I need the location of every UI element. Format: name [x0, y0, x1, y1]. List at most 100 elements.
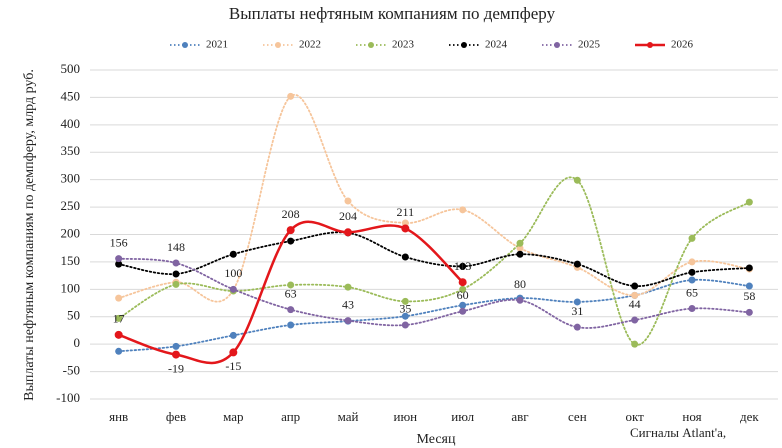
data-label: -19 [168, 361, 184, 375]
data-label: 44 [629, 297, 641, 311]
y-tick-label: 50 [67, 308, 80, 323]
data-point [573, 323, 581, 331]
data-point [631, 282, 639, 290]
data-point [745, 264, 753, 272]
x-tick-label: дек [740, 409, 759, 424]
x-tick-label: апр [281, 409, 300, 424]
y-tick-label: 200 [61, 225, 81, 240]
data-label: 35 [399, 302, 411, 316]
data-point [287, 306, 295, 314]
legend-marker [554, 42, 560, 48]
data-point [287, 92, 295, 100]
data-label: 204 [339, 209, 357, 223]
x-tick-label: июн [394, 409, 418, 424]
data-point [688, 258, 696, 266]
data-point [172, 259, 180, 267]
data-point [172, 270, 180, 278]
data-label: 208 [282, 207, 300, 221]
data-point [344, 283, 352, 291]
data-point [516, 239, 524, 247]
y-tick-label: 0 [74, 335, 81, 350]
y-tick-label: 250 [61, 198, 81, 213]
x-tick-label: сен [568, 409, 587, 424]
data-point [172, 342, 180, 350]
series-line [117, 257, 751, 329]
data-point [287, 237, 295, 245]
data-point [631, 291, 639, 299]
x-tick-label: янв [109, 409, 128, 424]
y-tick-label: 150 [61, 253, 81, 268]
legend-label: 2026 [671, 39, 694, 51]
x-tick-label: авг [511, 409, 528, 424]
data-point [459, 307, 467, 315]
data-label: 60 [457, 288, 469, 302]
data-point [516, 250, 524, 258]
data-label: 211 [397, 205, 415, 219]
data-point [172, 350, 180, 359]
legend-label: 2025 [578, 39, 601, 51]
y-tick-label: 100 [61, 280, 81, 295]
data-point [459, 301, 467, 309]
legend-marker [461, 42, 467, 48]
data-label: 17 [113, 312, 125, 326]
data-point [344, 228, 352, 237]
data-label: 148 [167, 240, 185, 254]
series-line [117, 231, 751, 287]
y-axis-label: Выплаты нефтяным компаниям по демпферу, … [22, 69, 37, 401]
data-point [516, 296, 524, 304]
data-point [745, 308, 753, 316]
data-label: 113 [454, 259, 472, 273]
y-tick-label: 350 [61, 143, 81, 158]
x-tick-label: фев [166, 409, 186, 424]
data-point [344, 317, 352, 325]
data-point [115, 294, 123, 302]
series-line [117, 93, 751, 303]
data-point [286, 226, 295, 235]
legend-marker [368, 42, 374, 48]
x-tick-label: окт [626, 409, 645, 424]
data-point [344, 197, 352, 205]
data-label: 100 [224, 266, 242, 280]
y-tick-label: 300 [61, 171, 81, 186]
y-tick-label: -50 [63, 363, 80, 378]
data-label: 43 [342, 297, 354, 311]
data-point [401, 297, 409, 305]
data-point [115, 347, 123, 355]
data-point [458, 278, 467, 287]
data-point [688, 268, 696, 276]
data-point [401, 321, 409, 329]
x-tick-label: ноя [682, 409, 701, 424]
legend-marker [275, 42, 281, 48]
data-point [459, 285, 467, 293]
data-point [229, 250, 237, 258]
legend-marker [647, 42, 653, 48]
y-tick-label: -100 [56, 390, 80, 405]
data-label: 80 [514, 277, 526, 291]
data-point [401, 224, 410, 233]
data-point [688, 305, 696, 313]
data-label: 31 [571, 304, 583, 318]
legend-label: 2023 [392, 39, 415, 51]
data-point [229, 348, 238, 357]
x-tick-label: июл [451, 409, 474, 424]
data-point [459, 206, 467, 214]
chart-title: Выплаты нефтяным компаниям по демпферу [229, 4, 556, 23]
data-point [229, 331, 237, 339]
data-point [688, 234, 696, 242]
x-tick-label: май [338, 409, 359, 424]
legend-label: 2022 [299, 39, 321, 51]
data-point [459, 262, 467, 270]
data-point [115, 314, 123, 322]
data-point [573, 260, 581, 268]
data-point [229, 285, 237, 293]
data-label: -15 [225, 359, 241, 373]
data-point [114, 330, 123, 339]
y-tick-label: 450 [61, 88, 81, 103]
data-label: 63 [285, 286, 297, 300]
data-point [401, 253, 409, 261]
data-point [287, 281, 295, 289]
legend-marker [182, 42, 188, 48]
data-label: 65 [686, 285, 698, 299]
data-label: 58 [743, 289, 755, 303]
